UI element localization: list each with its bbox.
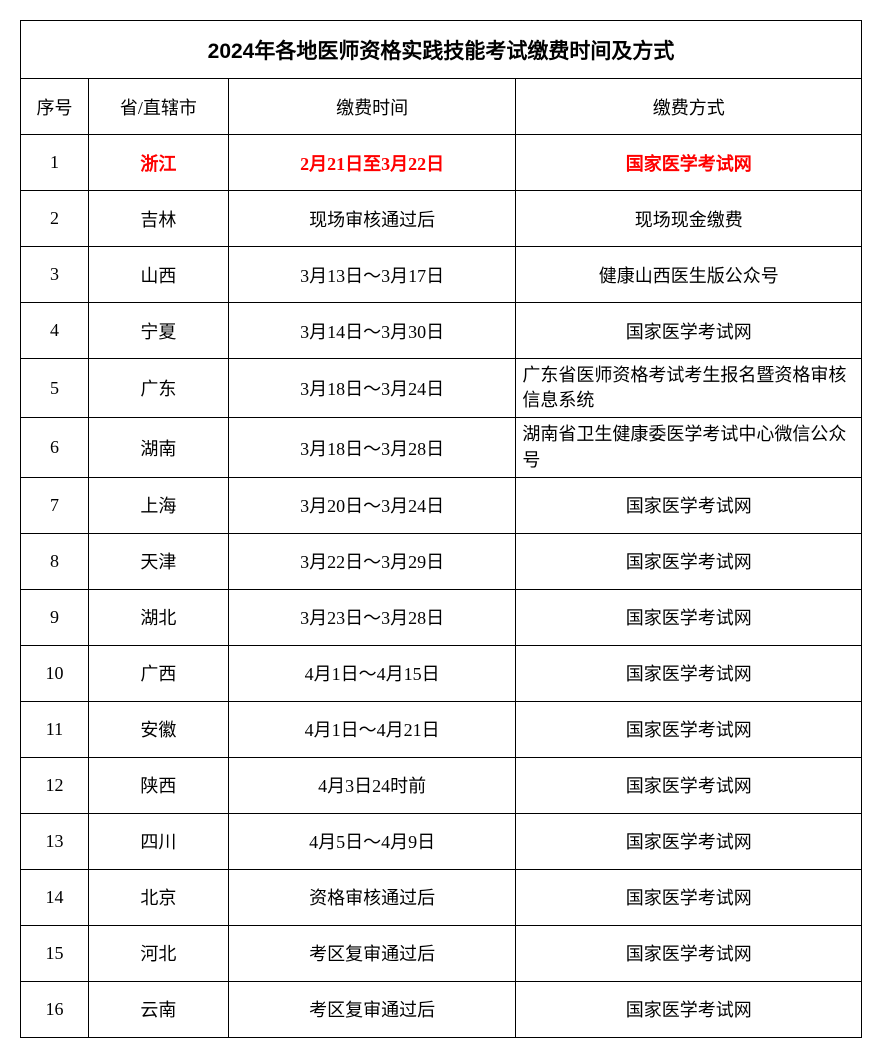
cell-seq: 7 xyxy=(21,477,89,533)
cell-seq: 14 xyxy=(21,869,89,925)
cell-method: 国家医学考试网 xyxy=(516,925,862,981)
cell-method: 国家医学考试网 xyxy=(516,477,862,533)
cell-time: 4月5日～4月9日 xyxy=(228,813,516,869)
cell-method: 国家医学考试网 xyxy=(516,701,862,757)
cell-province: 吉林 xyxy=(88,191,228,247)
cell-province: 湖北 xyxy=(88,589,228,645)
cell-seq: 12 xyxy=(21,757,89,813)
header-seq: 序号 xyxy=(21,79,89,135)
cell-province: 山西 xyxy=(88,247,228,303)
table-row: 4宁夏3月14日～3月30日国家医学考试网 xyxy=(21,303,862,359)
table-row: 14北京资格审核通过后国家医学考试网 xyxy=(21,869,862,925)
table-row: 6湖南3月18日～3月28日湖南省卫生健康委医学考试中心微信公众号 xyxy=(21,418,862,477)
cell-method: 国家医学考试网 xyxy=(516,869,862,925)
cell-province: 北京 xyxy=(88,869,228,925)
cell-province: 安徽 xyxy=(88,701,228,757)
cell-time: 资格审核通过后 xyxy=(228,869,516,925)
exam-fee-table: 2024年各地医师资格实践技能考试缴费时间及方式 序号 省/直辖市 缴费时间 缴… xyxy=(20,20,862,1038)
cell-method: 湖南省卫生健康委医学考试中心微信公众号 xyxy=(516,418,862,477)
header-time: 缴费时间 xyxy=(228,79,516,135)
table-body: 1浙江2月21日至3月22日国家医学考试网2吉林现场审核通过后现场现金缴费3山西… xyxy=(21,135,862,1038)
cell-method: 国家医学考试网 xyxy=(516,645,862,701)
cell-seq: 16 xyxy=(21,981,89,1037)
cell-method: 现场现金缴费 xyxy=(516,191,862,247)
cell-method: 国家医学考试网 xyxy=(516,813,862,869)
cell-seq: 13 xyxy=(21,813,89,869)
cell-method: 国家医学考试网 xyxy=(516,757,862,813)
cell-time: 4月1日～4月15日 xyxy=(228,645,516,701)
cell-seq: 1 xyxy=(21,135,89,191)
table-row: 2吉林现场审核通过后现场现金缴费 xyxy=(21,191,862,247)
cell-time: 现场审核通过后 xyxy=(228,191,516,247)
cell-seq: 10 xyxy=(21,645,89,701)
cell-province: 上海 xyxy=(88,477,228,533)
cell-province: 宁夏 xyxy=(88,303,228,359)
cell-province: 广西 xyxy=(88,645,228,701)
cell-method: 健康山西医生版公众号 xyxy=(516,247,862,303)
header-province: 省/直辖市 xyxy=(88,79,228,135)
table-title: 2024年各地医师资格实践技能考试缴费时间及方式 xyxy=(21,21,862,79)
cell-seq: 8 xyxy=(21,533,89,589)
header-method: 缴费方式 xyxy=(516,79,862,135)
cell-province: 河北 xyxy=(88,925,228,981)
cell-method: 广东省医师资格考试考生报名暨资格审核信息系统 xyxy=(516,359,862,418)
cell-province: 浙江 xyxy=(88,135,228,191)
cell-time: 3月20日～3月24日 xyxy=(228,477,516,533)
cell-time: 考区复审通过后 xyxy=(228,925,516,981)
cell-seq: 15 xyxy=(21,925,89,981)
table-row: 15河北考区复审通过后国家医学考试网 xyxy=(21,925,862,981)
cell-time: 3月23日～3月28日 xyxy=(228,589,516,645)
cell-method: 国家医学考试网 xyxy=(516,135,862,191)
cell-method: 国家医学考试网 xyxy=(516,589,862,645)
cell-seq: 9 xyxy=(21,589,89,645)
cell-province: 湖南 xyxy=(88,418,228,477)
cell-seq: 2 xyxy=(21,191,89,247)
cell-method: 国家医学考试网 xyxy=(516,533,862,589)
cell-province: 广东 xyxy=(88,359,228,418)
table-row: 10广西4月1日～4月15日国家医学考试网 xyxy=(21,645,862,701)
table-row: 13四川4月5日～4月9日国家医学考试网 xyxy=(21,813,862,869)
cell-time: 3月18日～3月28日 xyxy=(228,418,516,477)
cell-time: 4月3日24时前 xyxy=(228,757,516,813)
cell-seq: 4 xyxy=(21,303,89,359)
cell-time: 2月21日至3月22日 xyxy=(228,135,516,191)
cell-time: 3月18日～3月24日 xyxy=(228,359,516,418)
cell-method: 国家医学考试网 xyxy=(516,981,862,1037)
table-row: 12陕西4月3日24时前国家医学考试网 xyxy=(21,757,862,813)
cell-time: 3月13日～3月17日 xyxy=(228,247,516,303)
cell-seq: 6 xyxy=(21,418,89,477)
cell-province: 天津 xyxy=(88,533,228,589)
table-row: 3山西3月13日～3月17日健康山西医生版公众号 xyxy=(21,247,862,303)
cell-province: 四川 xyxy=(88,813,228,869)
cell-seq: 3 xyxy=(21,247,89,303)
table-row: 8天津3月22日～3月29日国家医学考试网 xyxy=(21,533,862,589)
table-row: 16云南考区复审通过后国家医学考试网 xyxy=(21,981,862,1037)
cell-province: 云南 xyxy=(88,981,228,1037)
table-row: 9湖北3月23日～3月28日国家医学考试网 xyxy=(21,589,862,645)
cell-time: 4月1日～4月21日 xyxy=(228,701,516,757)
cell-time: 考区复审通过后 xyxy=(228,981,516,1037)
table-row: 5广东3月18日～3月24日广东省医师资格考试考生报名暨资格审核信息系统 xyxy=(21,359,862,418)
cell-time: 3月14日～3月30日 xyxy=(228,303,516,359)
table-row: 11安徽4月1日～4月21日国家医学考试网 xyxy=(21,701,862,757)
cell-method: 国家医学考试网 xyxy=(516,303,862,359)
table-row: 7上海3月20日～3月24日国家医学考试网 xyxy=(21,477,862,533)
table-row: 1浙江2月21日至3月22日国家医学考试网 xyxy=(21,135,862,191)
cell-province: 陕西 xyxy=(88,757,228,813)
cell-seq: 5 xyxy=(21,359,89,418)
cell-time: 3月22日～3月29日 xyxy=(228,533,516,589)
cell-seq: 11 xyxy=(21,701,89,757)
